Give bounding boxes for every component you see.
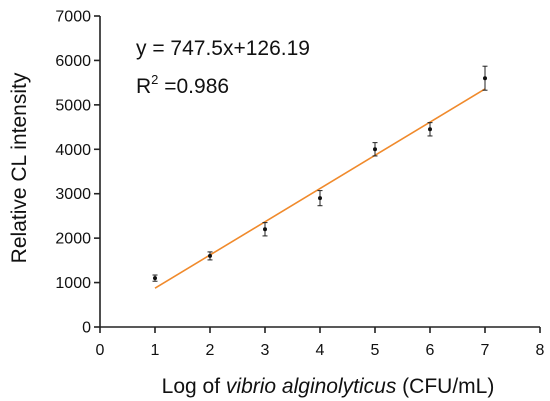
x-tick-label: 0 — [96, 342, 105, 359]
data-point — [318, 196, 322, 201]
y-tick-label: 5000 — [55, 97, 91, 114]
data-point-group — [207, 251, 213, 261]
x-tick-label: 3 — [261, 342, 270, 359]
y-tick-label: 7000 — [55, 9, 91, 26]
x-tick-label: 6 — [426, 342, 435, 359]
x-axis: 0 1 2 3 4 5 6 7 8 — [96, 326, 545, 359]
y-tick-label: 6000 — [55, 53, 91, 70]
fit-line — [154, 88, 486, 289]
x-tick-label: 8 — [536, 342, 545, 359]
data-point-group — [372, 142, 378, 157]
y-tick-label: 0 — [82, 320, 91, 337]
x-tick-label: 2 — [206, 342, 215, 359]
data-point — [373, 147, 377, 152]
y-axis: 0 1000 2000 3000 4000 5000 6000 7000 — [55, 9, 101, 337]
y-tick-label: 4000 — [55, 142, 91, 159]
data-point — [428, 127, 432, 132]
data-points-layer — [152, 65, 488, 282]
x-axis-title-species: vibrio alginolyticus — [226, 375, 397, 398]
data-point-group — [262, 222, 268, 237]
data-point — [208, 253, 212, 258]
data-point — [263, 227, 267, 232]
x-tick-label: 1 — [151, 342, 160, 359]
x-tick-label: 5 — [371, 342, 380, 359]
data-point — [483, 76, 487, 81]
r-squared-symbol: R — [136, 75, 151, 98]
y-tick-label: 1000 — [55, 275, 91, 292]
data-point — [153, 276, 157, 281]
x-tick-label: 7 — [481, 342, 490, 359]
r-squared-value: =0.986 — [158, 75, 229, 98]
data-point-group — [482, 65, 488, 91]
y-tick-label: 2000 — [55, 231, 91, 248]
r-squared-exponent: 2 — [151, 72, 158, 87]
data-point-group — [427, 122, 433, 137]
x-axis-title-unit: (CFU/mL) — [396, 375, 494, 398]
x-tick-label: 4 — [316, 342, 325, 359]
r-squared: R2 =0.986 — [136, 72, 229, 98]
fit-equation: y = 747.5x+126.19 — [136, 37, 310, 60]
data-point-group — [152, 274, 158, 282]
data-point-group — [317, 190, 323, 207]
y-axis-title: Relative CL intensity — [8, 72, 31, 263]
fit-line-layer — [154, 88, 486, 289]
y-tick-label: 3000 — [55, 186, 91, 203]
x-axis-title-prefix: Log of — [162, 375, 226, 398]
x-axis-title: Log of vibrio alginolyticus (CFU/mL) — [162, 375, 495, 398]
